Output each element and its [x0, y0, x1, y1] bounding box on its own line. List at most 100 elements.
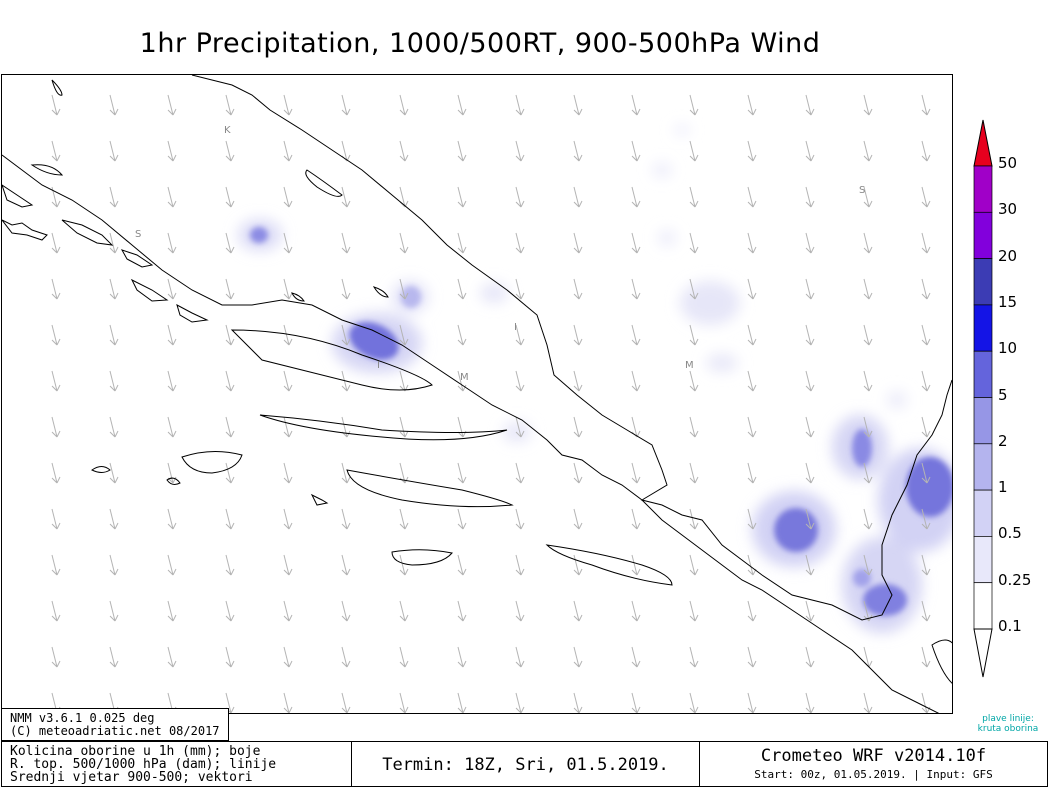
colorbar-tick-label: 0.1	[998, 617, 1022, 635]
description-line: R. top. 500/1000 hPa (dam); linije	[10, 757, 277, 772]
wind-arrow	[457, 462, 467, 484]
wind-arrow	[863, 416, 873, 438]
wind-arrow	[863, 140, 873, 162]
wind-arrow	[109, 600, 119, 622]
wind-arrow	[167, 508, 177, 530]
wind-arrow	[225, 140, 235, 162]
wind-arrow	[631, 186, 641, 208]
wind-arrow	[747, 94, 757, 116]
wind-arrow	[51, 462, 61, 484]
wind-arrow	[399, 140, 409, 162]
wind-arrow	[631, 600, 641, 622]
wind-arrow	[805, 692, 815, 713]
wind-arrow	[631, 370, 641, 392]
wind-arrow	[573, 278, 583, 300]
wind-arrow	[921, 186, 931, 208]
wind-arrow	[457, 646, 467, 668]
wind-arrow	[283, 508, 293, 530]
wind-arrow	[225, 370, 235, 392]
map-label: S	[859, 185, 865, 196]
wind-arrow	[283, 232, 293, 254]
wind-arrow	[689, 186, 699, 208]
wind-arrow	[573, 692, 583, 713]
wind-arrow	[167, 462, 177, 484]
wind-arrow	[457, 186, 467, 208]
wind-arrow	[805, 324, 815, 346]
wind-arrow	[515, 324, 525, 346]
wind-arrow	[515, 232, 525, 254]
field-description: Kolicina oborine u 1h (mm); boje R. top.…	[2, 742, 352, 786]
wind-arrow	[805, 600, 815, 622]
wind-arrow	[399, 186, 409, 208]
wind-arrow	[515, 416, 525, 438]
wind-arrow	[225, 508, 235, 530]
wind-arrow	[457, 232, 467, 254]
wind-arrow	[921, 462, 931, 484]
wind-arrow	[805, 186, 815, 208]
wind-arrow	[689, 324, 699, 346]
wind-arrow	[341, 278, 351, 300]
colorbar-segment	[973, 304, 993, 352]
wind-arrow	[225, 232, 235, 254]
wind-arrow	[747, 140, 757, 162]
wind-arrow	[225, 186, 235, 208]
wind-arrow	[399, 416, 409, 438]
map-label: I	[514, 322, 517, 333]
wind-arrow	[863, 278, 873, 300]
wind-arrow	[167, 370, 177, 392]
wind-arrow	[283, 140, 293, 162]
wind-arrow	[689, 600, 699, 622]
wind-arrow	[341, 692, 351, 713]
wind-arrow	[689, 646, 699, 668]
wind-arrow	[515, 278, 525, 300]
wind-arrow	[631, 462, 641, 484]
wind-arrow	[51, 324, 61, 346]
wind-arrow	[747, 370, 757, 392]
wind-arrow	[515, 94, 525, 116]
wind-arrow	[515, 600, 525, 622]
wind-arrow	[573, 232, 583, 254]
wind-arrow	[805, 370, 815, 392]
colorbar-segment	[973, 258, 993, 306]
model-version: NMM v3.6.1 0.025 deg	[10, 711, 155, 725]
wind-arrow	[573, 94, 583, 116]
wind-arrow	[921, 324, 931, 346]
model-start: Start: 00z, 01.05.2019. | Input: GFS	[754, 768, 993, 781]
wind-arrow	[747, 508, 757, 530]
wind-arrow	[283, 692, 293, 713]
wind-arrow	[747, 646, 757, 668]
wind-arrow	[167, 416, 177, 438]
wind-arrow	[805, 462, 815, 484]
wind-arrow	[457, 140, 467, 162]
wind-arrow	[921, 370, 931, 392]
wind-arrow	[109, 324, 119, 346]
wind-arrow	[283, 370, 293, 392]
wind-arrow	[573, 140, 583, 162]
wind-arrow	[457, 508, 467, 530]
wind-arrow	[805, 416, 815, 438]
wind-arrow	[457, 692, 467, 713]
wind-arrow	[167, 646, 177, 668]
model-title: Crometeo WRF v2014.10f	[760, 746, 987, 766]
wind-arrow	[167, 186, 177, 208]
wind-arrow	[457, 278, 467, 300]
wind-arrow	[283, 554, 293, 576]
wind-arrow	[863, 646, 873, 668]
wind-arrow	[515, 462, 525, 484]
wind-arrow	[631, 232, 641, 254]
colorbar-segment	[973, 350, 993, 398]
wind-arrow	[341, 232, 351, 254]
wind-arrow	[225, 554, 235, 576]
wind-arrow	[109, 508, 119, 530]
wind-arrow	[457, 554, 467, 576]
wind-arrow	[747, 324, 757, 346]
wind-arrow	[921, 554, 931, 576]
wind-arrow	[573, 554, 583, 576]
wind-arrow	[283, 324, 293, 346]
colorbar-tick-label: 1	[998, 478, 1008, 497]
map-label: M	[685, 360, 694, 371]
colorbar-tick-label: 50	[998, 154, 1018, 172]
wind-arrow	[863, 462, 873, 484]
wind-arrow	[399, 600, 409, 622]
map-label: K	[224, 125, 231, 136]
